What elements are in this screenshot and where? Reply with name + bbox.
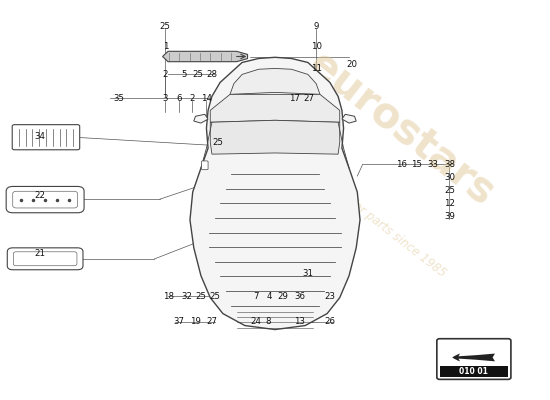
Text: 25: 25: [212, 138, 223, 147]
Text: 37: 37: [173, 317, 184, 326]
FancyBboxPatch shape: [437, 339, 511, 379]
Text: 2: 2: [163, 70, 168, 79]
Text: a passion for parts since 1985: a passion for parts since 1985: [300, 160, 448, 280]
Text: 20: 20: [346, 60, 358, 69]
Polygon shape: [163, 51, 248, 62]
Text: 21: 21: [35, 249, 46, 258]
Text: 39: 39: [444, 212, 455, 221]
Text: 9: 9: [314, 22, 319, 31]
Text: 18: 18: [162, 292, 173, 301]
Text: 25: 25: [160, 22, 171, 31]
Text: 25: 25: [195, 292, 206, 301]
FancyBboxPatch shape: [7, 248, 83, 270]
Text: 30: 30: [444, 173, 455, 182]
Polygon shape: [342, 114, 356, 123]
Text: 24: 24: [250, 317, 261, 326]
Text: 36: 36: [294, 292, 305, 301]
Text: 2: 2: [189, 94, 194, 103]
Text: 1: 1: [163, 42, 168, 51]
Text: 29: 29: [278, 292, 289, 301]
FancyBboxPatch shape: [6, 186, 84, 213]
Text: 7: 7: [253, 292, 258, 301]
Text: 38: 38: [444, 160, 455, 169]
Polygon shape: [210, 94, 340, 122]
Text: 19: 19: [190, 317, 201, 326]
Text: 22: 22: [35, 191, 46, 200]
Text: 5: 5: [182, 70, 187, 79]
FancyBboxPatch shape: [439, 366, 508, 377]
Text: 17: 17: [289, 94, 300, 103]
Text: 25: 25: [444, 186, 455, 195]
Polygon shape: [194, 114, 208, 123]
Text: 26: 26: [324, 317, 336, 326]
Polygon shape: [190, 57, 360, 330]
Text: 6: 6: [176, 94, 182, 103]
Text: 23: 23: [324, 292, 336, 301]
Text: 11: 11: [311, 64, 322, 73]
Text: 32: 32: [182, 292, 192, 301]
FancyBboxPatch shape: [201, 161, 208, 170]
FancyBboxPatch shape: [12, 125, 80, 150]
Text: 14: 14: [201, 94, 212, 103]
Text: 27: 27: [304, 94, 315, 103]
Text: 25: 25: [209, 292, 220, 301]
Text: 34: 34: [35, 132, 46, 141]
Text: eurostars: eurostars: [300, 42, 503, 214]
Text: 28: 28: [206, 70, 217, 79]
Text: 10: 10: [311, 42, 322, 51]
Polygon shape: [230, 68, 320, 94]
Text: 31: 31: [302, 269, 313, 278]
Text: 16: 16: [395, 160, 406, 169]
Text: 27: 27: [206, 317, 217, 326]
Text: 8: 8: [266, 317, 271, 326]
Text: 3: 3: [163, 94, 168, 103]
Text: 13: 13: [294, 317, 305, 326]
Text: 35: 35: [113, 94, 124, 103]
Polygon shape: [210, 120, 340, 154]
Text: 4: 4: [267, 292, 272, 301]
Text: 25: 25: [192, 70, 204, 79]
Text: 15: 15: [411, 160, 422, 169]
Text: 33: 33: [427, 160, 438, 169]
Text: 12: 12: [444, 199, 455, 208]
Text: 010 01: 010 01: [459, 367, 488, 376]
